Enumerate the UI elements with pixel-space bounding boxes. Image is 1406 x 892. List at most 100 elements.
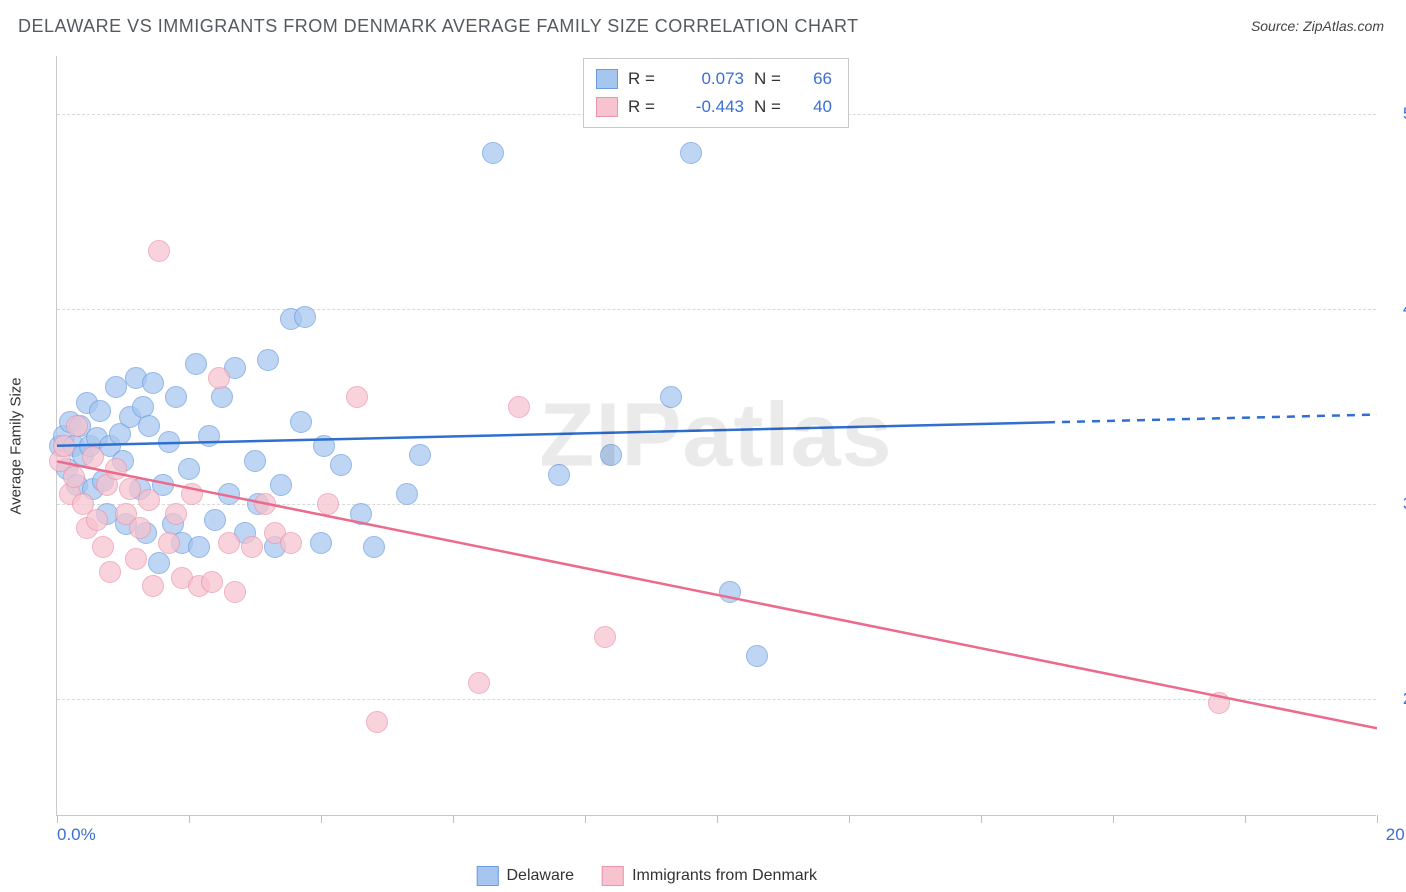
x-max-label: 20.0% (1386, 825, 1406, 845)
legend-item: Immigrants from Denmark (602, 866, 817, 886)
data-point (363, 536, 385, 558)
gridline (57, 699, 1376, 700)
x-tick (1245, 815, 1246, 823)
x-tick (981, 815, 982, 823)
gridline (57, 309, 1376, 310)
y-tick-label: 5.00 (1380, 104, 1406, 124)
data-point (129, 517, 151, 539)
r-value: 0.073 (672, 69, 744, 89)
x-tick (189, 815, 190, 823)
x-tick (57, 815, 58, 823)
data-point (82, 446, 104, 468)
data-point (746, 645, 768, 667)
data-point (66, 415, 88, 437)
data-point (181, 483, 203, 505)
data-point (294, 306, 316, 328)
legend-label: Delaware (506, 867, 574, 885)
data-point (680, 142, 702, 164)
data-point (254, 493, 276, 515)
data-point (204, 509, 226, 531)
data-point (396, 483, 418, 505)
legend-row: R = -0.443 N = 40 (596, 93, 832, 121)
r-label: R = (628, 69, 662, 89)
data-point (105, 376, 127, 398)
y-tick-label: 2.00 (1380, 689, 1406, 709)
data-point (198, 425, 220, 447)
x-tick (453, 815, 454, 823)
chart-title: DELAWARE VS IMMIGRANTS FROM DENMARK AVER… (18, 16, 859, 37)
x-tick (585, 815, 586, 823)
x-tick (849, 815, 850, 823)
data-point (366, 711, 388, 733)
data-point (142, 575, 164, 597)
legend-row: R = 0.073 N = 66 (596, 65, 832, 93)
data-point (99, 561, 121, 583)
data-point (218, 483, 240, 505)
n-value: 66 (798, 69, 832, 89)
y-tick-label: 4.00 (1380, 299, 1406, 319)
data-point (92, 536, 114, 558)
data-point (482, 142, 504, 164)
data-point (330, 454, 352, 476)
data-point (208, 367, 230, 389)
data-point (310, 532, 332, 554)
data-point (86, 509, 108, 531)
data-point (317, 493, 339, 515)
data-point (409, 444, 431, 466)
r-value: -0.443 (672, 97, 744, 117)
data-point (158, 431, 180, 453)
plot-area: 2.003.004.005.000.0%20.0% ZIPatlas R = 0… (56, 56, 1376, 816)
data-point (201, 571, 223, 593)
data-point (257, 349, 279, 371)
r-label: R = (628, 97, 662, 117)
data-point (290, 411, 312, 433)
data-point (350, 503, 372, 525)
y-tick-label: 3.00 (1380, 494, 1406, 514)
data-point (148, 552, 170, 574)
data-point (148, 240, 170, 262)
data-point (719, 581, 741, 603)
data-point (280, 532, 302, 554)
data-point (53, 435, 75, 457)
data-point (105, 458, 127, 480)
data-point (125, 548, 147, 570)
x-tick (1113, 815, 1114, 823)
data-point (63, 466, 85, 488)
x-tick (717, 815, 718, 823)
legend-label: Immigrants from Denmark (632, 867, 817, 885)
data-point (165, 386, 187, 408)
data-point (188, 536, 210, 558)
source-attribution: Source: ZipAtlas.com (1251, 18, 1384, 34)
data-point (313, 435, 335, 457)
trend-lines (57, 56, 1377, 816)
data-point (346, 386, 368, 408)
series-legend: Delaware Immigrants from Denmark (476, 866, 817, 886)
data-point (660, 386, 682, 408)
data-point (594, 626, 616, 648)
data-point (165, 503, 187, 525)
x-tick (1377, 815, 1378, 823)
data-point (138, 415, 160, 437)
data-point (138, 489, 160, 511)
data-point (224, 581, 246, 603)
data-point (89, 400, 111, 422)
data-point (241, 536, 263, 558)
data-point (548, 464, 570, 486)
n-label: N = (754, 97, 788, 117)
data-point (185, 353, 207, 375)
data-point (270, 474, 292, 496)
swatch-icon (596, 97, 618, 117)
data-point (119, 478, 141, 500)
n-label: N = (754, 69, 788, 89)
y-axis-title: Average Family Size (8, 377, 25, 514)
data-point (1208, 692, 1230, 714)
data-point (142, 372, 164, 394)
data-point (468, 672, 490, 694)
data-point (244, 450, 266, 472)
n-value: 40 (798, 97, 832, 117)
legend-item: Delaware (476, 866, 574, 886)
data-point (211, 386, 233, 408)
x-tick (321, 815, 322, 823)
data-point (600, 444, 622, 466)
swatch-icon (476, 866, 498, 886)
